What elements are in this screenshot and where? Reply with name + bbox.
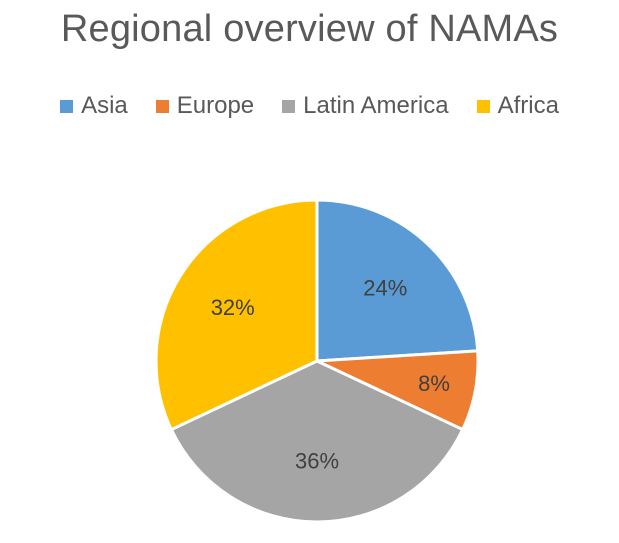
legend-label-latin-america: Latin America xyxy=(303,92,449,119)
legend-swatch-asia xyxy=(60,99,74,113)
legend-item-latin-america: Latin America xyxy=(282,92,449,120)
data-label-asia: 24% xyxy=(363,276,407,301)
pie-slice-africa xyxy=(154,198,319,432)
legend-item-africa: Africa xyxy=(476,92,559,120)
legend-swatch-europe xyxy=(155,99,169,113)
chart-title: Regional overview of NAMAs xyxy=(60,8,559,50)
legend: Asia Europe Latin America Africa xyxy=(0,92,619,120)
legend-label-africa: Africa xyxy=(497,92,559,119)
legend-item-europe: Europe xyxy=(155,92,255,120)
data-label-latin-america: 36% xyxy=(295,448,339,473)
legend-swatch-latin-america xyxy=(282,99,296,113)
legend-item-asia: Asia xyxy=(60,92,128,120)
pie-slice-latin-america xyxy=(169,359,465,524)
legend-swatch-africa xyxy=(476,99,490,113)
legend-label-asia: Asia xyxy=(81,92,128,119)
data-label-europe: 8% xyxy=(418,371,450,396)
legend-label-europe: Europe xyxy=(176,92,255,119)
pie-slice-asia xyxy=(315,198,480,363)
data-label-africa: 32% xyxy=(211,295,255,320)
